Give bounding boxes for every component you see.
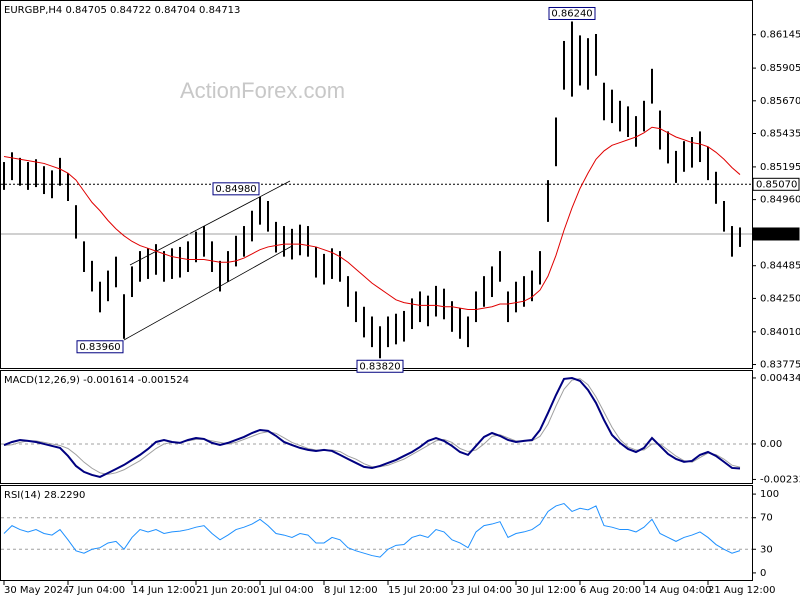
- level-label: 0.85070: [756, 179, 797, 190]
- annotation-label: 0.83820: [359, 361, 400, 372]
- y-tick-label: 0.86145: [760, 30, 800, 41]
- series-line: [3, 126, 741, 311]
- x-tick-label: 21 Aug 12:00: [708, 585, 775, 596]
- annotation-box: [356, 359, 404, 373]
- x-tick-label: 15 Jul 20:00: [388, 585, 448, 596]
- annotation-box: [76, 340, 124, 354]
- annotation-box: [548, 6, 596, 20]
- annotation-label: 0.84980: [215, 184, 256, 195]
- panel-title: MACD(12,26,9) -0.001614 -0.001524: [4, 375, 189, 386]
- x-tick-label: 21 Jun 20:00: [196, 585, 260, 596]
- x-tick-label: 14 Aug 04:00: [644, 585, 711, 596]
- y-tick-label: 70: [760, 513, 773, 524]
- y-tick-label: 0.83775: [760, 360, 800, 371]
- x-tick-label: 7 Jun 04:00: [68, 585, 125, 596]
- series-line: [3, 378, 741, 475]
- x-tick-label: 30 Jul 12:00: [516, 585, 576, 596]
- panel-title: EURGBP,H4 0.84705 0.84722 0.84704 0.8471…: [4, 5, 240, 16]
- y-tick-label: 0.84485: [760, 261, 800, 272]
- x-tick-label: 6 Aug 20:00: [580, 585, 641, 596]
- y-tick-label: 0.84960: [760, 195, 800, 206]
- y-tick-label: 0: [760, 568, 766, 579]
- x-tick-label: 14 Jun 12:00: [132, 585, 196, 596]
- y-tick-label: 0.85435: [760, 129, 800, 140]
- y-tick-label: 0.004342: [760, 373, 800, 384]
- x-tick-label: 30 May 2024: [4, 585, 69, 596]
- x-tick-label: 8 Jul 12:00: [324, 585, 378, 596]
- annotation-box: [212, 182, 260, 196]
- annotation-label: 0.83960: [79, 342, 120, 353]
- y-tick-label: 0.85670: [760, 96, 800, 107]
- channel-line: [123, 245, 293, 341]
- level-label: 0.84713: [756, 229, 797, 240]
- level-label-box: [752, 177, 800, 191]
- y-tick-label: 0.84010: [760, 327, 800, 338]
- y-tick-label: 0.85195: [760, 162, 800, 173]
- panel-title: RSI(14) 28.2290: [4, 490, 85, 501]
- x-tick-label: 23 Jul 04:00: [452, 585, 512, 596]
- watermark: ActionForex.com: [180, 78, 345, 103]
- y-tick-label: -0.002336: [760, 474, 800, 485]
- series-line: [3, 376, 741, 478]
- y-tick-label: 0.84250: [760, 293, 800, 304]
- series-line: [3, 502, 741, 558]
- rsi-frame: [0, 485, 753, 581]
- y-tick-label: 100: [760, 489, 779, 500]
- y-tick-label: 30: [760, 544, 773, 555]
- annotation-label: 0.86240: [551, 8, 592, 19]
- level-label-box: [752, 227, 800, 241]
- y-tick-label: 0.00: [760, 439, 782, 450]
- y-tick-label: 0.85905: [760, 63, 800, 74]
- x-tick-label: 1 Jul 04:00: [260, 585, 314, 596]
